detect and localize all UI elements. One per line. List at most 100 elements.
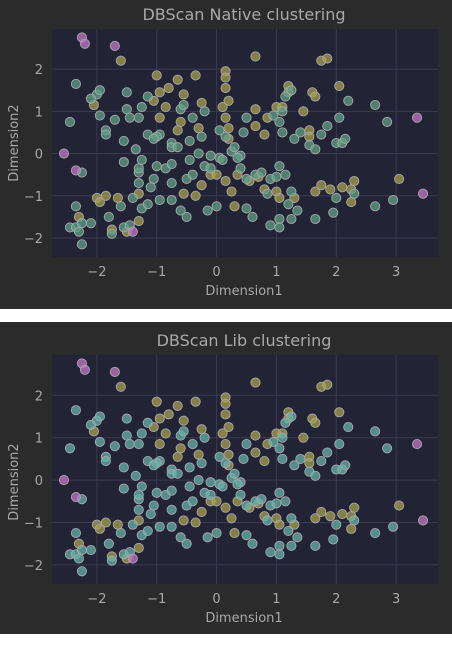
x-tick-label: 1 (272, 265, 280, 280)
data-point-green (133, 112, 144, 123)
data-point-olive (310, 91, 321, 102)
data-point-teal (340, 460, 351, 471)
data-point-green (274, 161, 285, 172)
data-point-magenta (70, 492, 81, 503)
data-point-green (277, 127, 288, 138)
data-point-olive (112, 519, 123, 530)
scatter-chart-native: DBScan Native clustering Dimension1 Dime… (7, 5, 438, 299)
data-point-olive (250, 377, 261, 388)
data-point-green (94, 85, 105, 96)
data-point-olive (259, 129, 270, 140)
data-point-green (85, 93, 96, 104)
data-point-green (316, 129, 327, 140)
data-point-green (193, 148, 204, 159)
data-point-teal (148, 460, 159, 471)
data-point-green (109, 114, 120, 125)
data-point-olive (220, 502, 231, 513)
data-point-teal (199, 432, 210, 443)
data-point-magenta (412, 112, 423, 123)
data-point-green (349, 188, 360, 199)
data-point-magenta (417, 188, 429, 199)
data-point-teal (103, 538, 114, 549)
data-point-olive (250, 104, 261, 115)
data-point-teal (220, 458, 231, 469)
data-point-olive (346, 197, 357, 208)
data-point-teal (205, 477, 216, 488)
data-point-teal (151, 487, 162, 498)
data-point-olive (337, 508, 348, 520)
y-axis-label: Dimension2 (7, 443, 22, 520)
data-point-teal (322, 447, 333, 458)
data-point-teal (196, 458, 207, 469)
data-point-olive (322, 379, 333, 390)
data-point-teal (349, 515, 360, 526)
data-point-teal (70, 528, 81, 539)
data-point-teal (286, 513, 297, 524)
data-point-green (277, 106, 288, 117)
data-point-teal (286, 540, 297, 551)
data-point-teal (172, 468, 183, 479)
data-point-teal (235, 489, 246, 500)
data-point-teal (64, 443, 76, 454)
data-point-magenta (127, 226, 138, 237)
scatter-chart-lib: DBScan Lib clustering Dimension1 Dimensi… (7, 331, 438, 626)
data-point-olive (250, 51, 261, 62)
data-point-olive (112, 192, 123, 203)
data-point-green (241, 173, 252, 184)
data-point-magenta (127, 553, 138, 564)
data-point-olive (223, 449, 234, 460)
data-point-green (235, 163, 246, 174)
data-point-green (166, 178, 177, 189)
data-point-green (115, 201, 126, 212)
data-point-green (175, 205, 186, 216)
data-point-teal (370, 528, 381, 539)
data-point-olive (196, 180, 207, 191)
data-point-green (130, 144, 141, 155)
data-point-green (217, 154, 228, 165)
data-point-olive (226, 186, 237, 197)
data-point-green (196, 131, 207, 142)
data-point-teal (388, 521, 399, 532)
data-point-teal (94, 436, 105, 447)
data-point-green (205, 150, 216, 161)
data-point-olive (274, 192, 285, 203)
data-point-green (214, 125, 225, 136)
data-point-teal (70, 405, 81, 416)
data-point-magenta (70, 165, 81, 176)
data-point-teal (193, 475, 204, 486)
data-point-teal (343, 422, 354, 433)
data-point-green (283, 199, 294, 210)
data-point-green (136, 102, 147, 113)
x-axis-label: Dimension1 (205, 611, 282, 626)
data-point-green (70, 201, 81, 212)
data-point-teal (286, 411, 297, 422)
data-point-olive (160, 102, 171, 113)
data-point-teal (241, 439, 252, 450)
data-point-teal (265, 547, 276, 558)
data-point-green (211, 201, 222, 212)
data-point-olive (178, 89, 189, 100)
data-point-olive (337, 182, 348, 193)
data-point-green (238, 127, 249, 138)
data-point-olive (259, 455, 270, 467)
data-point-olive (223, 95, 234, 106)
data-point-green (127, 192, 138, 203)
data-point-teal (127, 519, 138, 530)
data-point-green (241, 203, 252, 214)
data-point-olive (250, 430, 261, 441)
data-point-teal (76, 566, 87, 577)
data-point-teal (316, 455, 327, 467)
data-point-olive (193, 449, 204, 460)
data-point-teal (241, 500, 252, 511)
data-point-green (265, 220, 276, 231)
data-point-green (199, 106, 210, 117)
data-point-teal (166, 521, 177, 532)
chart-title: DBScan Lib clustering (157, 331, 332, 350)
data-point-green (286, 186, 297, 197)
data-point-olive (223, 422, 234, 433)
data-point-olive (94, 523, 105, 534)
data-point-teal (136, 428, 147, 439)
data-point-teal (100, 455, 111, 467)
data-point-teal (73, 553, 84, 564)
data-point-green (184, 135, 195, 146)
